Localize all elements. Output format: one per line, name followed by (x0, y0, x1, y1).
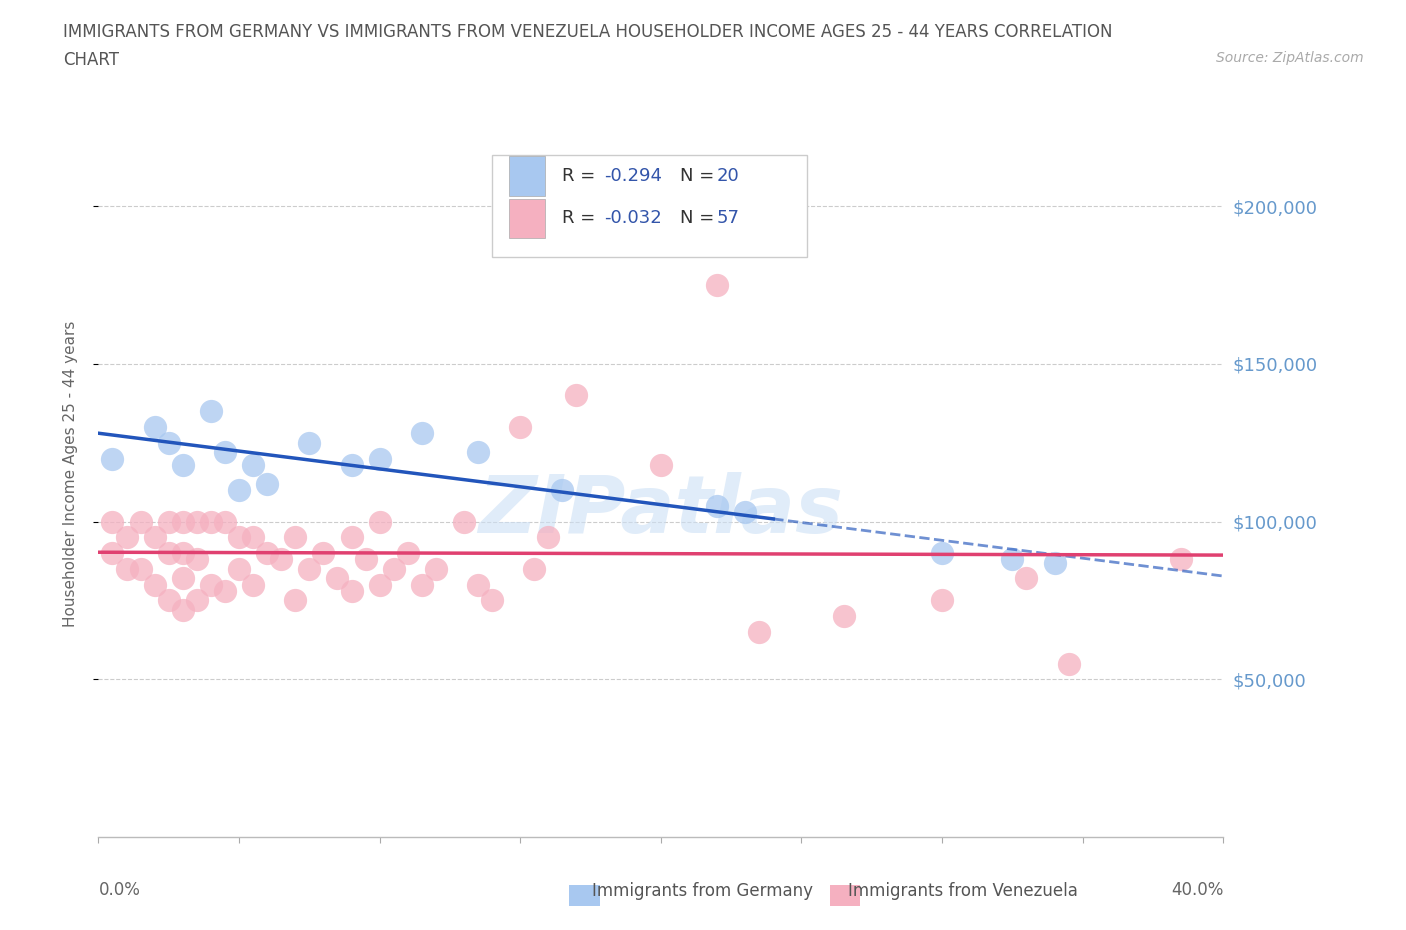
Point (931, 546, 953, 561)
Text: ZIPatlas: ZIPatlas (478, 472, 844, 550)
Point (368, 578, 391, 592)
Point (284, 530, 307, 545)
Bar (509, 156, 546, 195)
Point (368, 514, 391, 529)
Point (242, 530, 264, 545)
Point (298, 435, 321, 450)
Point (129, 562, 152, 577)
Point (481, 593, 503, 608)
Point (1015, 571, 1038, 586)
Text: N =: N = (681, 166, 720, 185)
Point (157, 435, 180, 450)
Text: -0.032: -0.032 (605, 209, 662, 228)
Point (115, 530, 138, 545)
Text: 40.0%: 40.0% (1171, 881, 1223, 898)
Point (214, 445, 236, 459)
Point (101, 546, 124, 561)
Point (143, 578, 166, 592)
Text: R =: R = (562, 166, 600, 185)
Point (270, 552, 292, 567)
Point (1170, 552, 1192, 567)
Point (228, 562, 250, 577)
Point (734, 505, 756, 520)
Point (312, 546, 335, 561)
Point (467, 445, 489, 459)
Point (172, 571, 194, 586)
Point (256, 546, 278, 561)
Point (228, 530, 250, 545)
Point (101, 514, 124, 529)
Point (1043, 555, 1066, 570)
Point (1057, 656, 1080, 671)
Point (172, 458, 194, 472)
Point (186, 552, 208, 567)
Point (242, 458, 264, 472)
Point (1001, 552, 1024, 567)
Point (650, 458, 672, 472)
Point (200, 514, 222, 529)
Text: 0.0%: 0.0% (98, 881, 141, 898)
Point (411, 578, 433, 592)
Point (143, 530, 166, 545)
Point (523, 562, 546, 577)
Point (143, 419, 166, 434)
Point (172, 603, 194, 618)
Text: Immigrants from Venezuela: Immigrants from Venezuela (848, 882, 1078, 900)
Point (832, 609, 855, 624)
Point (172, 546, 194, 561)
Text: -0.294: -0.294 (605, 166, 662, 185)
Text: 20: 20 (717, 166, 740, 185)
Point (157, 546, 180, 561)
Point (256, 476, 278, 491)
Point (551, 483, 574, 498)
Point (172, 514, 194, 529)
Y-axis label: Householder Income Ages 25 - 44 years: Householder Income Ages 25 - 44 years (63, 321, 77, 628)
Point (326, 571, 349, 586)
Point (129, 514, 152, 529)
Point (186, 514, 208, 529)
Text: 57: 57 (717, 209, 740, 228)
Point (340, 458, 363, 472)
Point (396, 546, 419, 561)
Bar (509, 198, 546, 238)
Point (340, 583, 363, 598)
Text: N =: N = (681, 209, 720, 228)
Point (242, 578, 264, 592)
Point (706, 278, 728, 293)
Point (368, 451, 391, 466)
Point (284, 593, 307, 608)
Point (509, 419, 531, 434)
Point (354, 552, 377, 567)
Text: R =: R = (562, 209, 600, 228)
Point (411, 426, 433, 441)
Point (298, 562, 321, 577)
Point (425, 562, 447, 577)
Point (214, 514, 236, 529)
Point (453, 514, 475, 529)
FancyBboxPatch shape (492, 155, 807, 257)
Point (200, 578, 222, 592)
Point (115, 562, 138, 577)
Point (382, 562, 405, 577)
Point (157, 593, 180, 608)
Point (157, 514, 180, 529)
Point (228, 483, 250, 498)
Point (537, 530, 560, 545)
Text: Source: ZipAtlas.com: Source: ZipAtlas.com (1216, 51, 1364, 65)
Point (340, 530, 363, 545)
Point (186, 593, 208, 608)
Point (706, 498, 728, 513)
Text: IMMIGRANTS FROM GERMANY VS IMMIGRANTS FROM VENEZUELA HOUSEHOLDER INCOME AGES 25 : IMMIGRANTS FROM GERMANY VS IMMIGRANTS FR… (63, 23, 1112, 41)
Point (467, 578, 489, 592)
Text: Immigrants from Germany: Immigrants from Germany (592, 882, 814, 900)
Point (565, 388, 588, 403)
Point (101, 451, 124, 466)
Point (200, 404, 222, 418)
Text: CHART: CHART (63, 51, 120, 69)
Point (931, 593, 953, 608)
Point (214, 583, 236, 598)
Point (748, 625, 770, 640)
